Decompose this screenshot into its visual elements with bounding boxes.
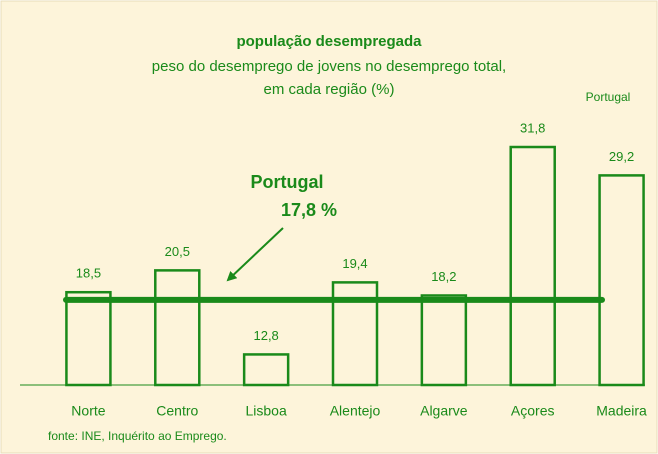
value-label: 31,8	[520, 120, 545, 135]
arrow	[226, 227, 284, 282]
legend-text: Portugal	[586, 90, 631, 104]
value-label: 18,5	[76, 266, 101, 281]
annotation: Portugal	[250, 172, 323, 192]
bar	[65, 290, 112, 387]
bar	[509, 145, 556, 387]
x-tick-label: Alentejo	[330, 403, 381, 419]
value-label: 20,5	[165, 244, 190, 259]
annotation: 17,8 %	[281, 200, 337, 220]
subtitle: peso do desemprego de jovens no desempre…	[152, 58, 506, 75]
subtitle: em cada região (%)	[264, 81, 395, 98]
value-label: 12,8	[253, 328, 278, 343]
value-label: 18,2	[431, 269, 456, 284]
chart-title: população desempregada	[236, 33, 422, 50]
x-tick-label: Norte	[71, 403, 105, 419]
x-tick-label: Açores	[511, 403, 555, 419]
bar	[154, 269, 201, 387]
value-label: 29,2	[609, 149, 634, 164]
x-tick-label: Madeira	[596, 403, 647, 419]
bar	[598, 174, 645, 387]
bar	[420, 294, 468, 387]
bar	[242, 353, 290, 387]
value-label: 19,4	[342, 256, 367, 271]
source: fonte: INE, Inquérito ao Emprego.	[48, 429, 227, 443]
x-tick-label: Algarve	[420, 403, 468, 419]
bar	[331, 281, 379, 387]
x-tick-label: Centro	[156, 403, 198, 419]
x-tick-label: Lisboa	[246, 403, 287, 419]
